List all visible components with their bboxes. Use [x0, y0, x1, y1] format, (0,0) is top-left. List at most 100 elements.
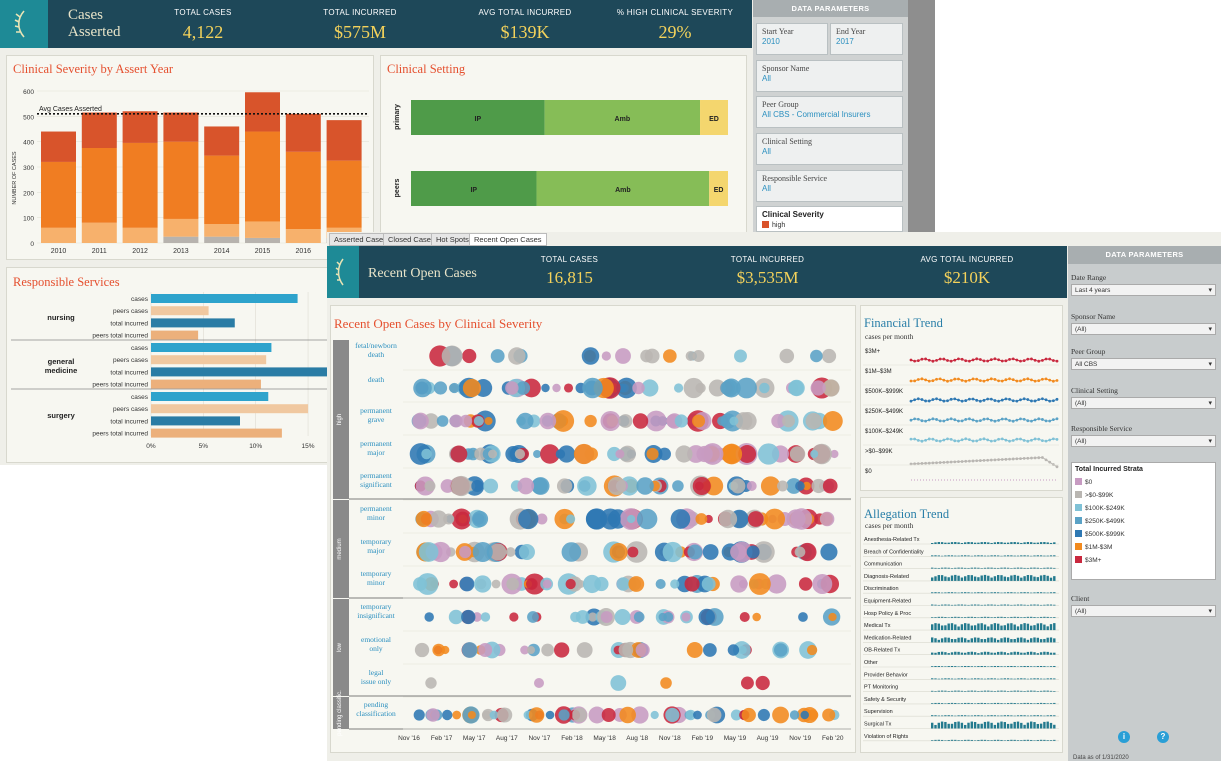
- allegation-bar: [954, 666, 957, 667]
- category-label: Medical Tx: [864, 623, 891, 629]
- case-bubble: [436, 415, 449, 427]
- legend-item[interactable]: $1M-$3M: [1075, 543, 1112, 551]
- responsible-service-filter[interactable]: Responsible Service All: [756, 170, 903, 202]
- allegation-bar: [987, 651, 990, 655]
- tab-hot-spots[interactable]: Hot Spots: [431, 233, 474, 246]
- case-bubble: [539, 412, 557, 430]
- allegation-bar: [1020, 652, 1023, 655]
- allegation-bar: [940, 739, 944, 741]
- allegation-bar: [973, 721, 977, 729]
- allegation-bar: [1043, 715, 1046, 717]
- case-bubble: [810, 449, 819, 459]
- allegation-bar: [960, 715, 964, 717]
- allegation-bar: [1053, 576, 1056, 581]
- case-bubble: [526, 578, 538, 590]
- filter-dropdown[interactable]: (All): [1071, 323, 1216, 335]
- responsible-service-filter[interactable]: Responsible Service (All): [1071, 424, 1216, 447]
- filter-dropdown[interactable]: (All): [1071, 397, 1216, 409]
- allegation-bar: [997, 739, 1000, 741]
- case-bubble: [673, 383, 684, 393]
- filter-dropdown[interactable]: (All): [1071, 605, 1216, 617]
- start-year-filter[interactable]: Start Year 2010: [756, 23, 828, 55]
- clinical-setting-filter[interactable]: Clinical Setting All: [756, 133, 903, 165]
- row-label: major: [367, 448, 385, 457]
- allegation-bar: [993, 567, 997, 569]
- y-tick-label: 400: [23, 140, 34, 147]
- category-label: Other: [864, 660, 878, 666]
- allegation-bar: [980, 715, 983, 717]
- allegation-bar: [1049, 715, 1053, 717]
- legend-item[interactable]: high: [762, 221, 785, 229]
- allegation-bar: [967, 623, 970, 631]
- allegation-bar: [1006, 723, 1010, 729]
- client-filter[interactable]: Client (All): [1071, 594, 1216, 617]
- allegation-bar: [1053, 623, 1056, 631]
- panel-title: Allegation Trend: [864, 507, 950, 521]
- legend-item[interactable]: $0: [1075, 478, 1092, 486]
- allegation-bar: [1013, 555, 1016, 557]
- case-bubble: [505, 381, 519, 395]
- allegation-bar: [1010, 678, 1013, 680]
- sponsor-filter[interactable]: Sponsor Name All: [756, 60, 903, 92]
- help-icon[interactable]: ?: [1157, 731, 1169, 743]
- allegation-bar: [954, 567, 957, 569]
- case-bubble: [588, 706, 606, 724]
- legend-item[interactable]: $3M+: [1075, 556, 1101, 564]
- allegation-bar: [1036, 703, 1039, 704]
- setting-bar-segment: [700, 100, 728, 135]
- panel-subtitle: cases per month: [865, 521, 914, 530]
- bar-segment: [326, 160, 362, 228]
- allegation-bar: [977, 592, 980, 594]
- allegation-bar: [1043, 555, 1046, 557]
- allegation-bar: [983, 604, 987, 606]
- legend-item[interactable]: $100K-$249K: [1075, 504, 1125, 512]
- allegation-bar: [970, 703, 973, 704]
- sponsor-filter[interactable]: Sponsor Name (All): [1071, 312, 1216, 335]
- y-tick-label: 600: [23, 89, 34, 96]
- date-range-filter[interactable]: Date Range Last 4 years: [1071, 273, 1216, 296]
- peer-group-filter[interactable]: Peer Group All CBS: [1071, 347, 1216, 370]
- end-year-filter[interactable]: End Year 2017: [830, 23, 903, 55]
- allegation-bar: [970, 651, 973, 655]
- case-bubble: [600, 611, 613, 623]
- bar-segment: [163, 218, 199, 237]
- allegation-bar: [1013, 542, 1016, 544]
- allegation-bar: [954, 739, 957, 741]
- panel-title: Clinical Setting: [387, 62, 466, 76]
- legend-item[interactable]: $250K-$499K: [1075, 517, 1125, 525]
- case-bubble: [698, 608, 715, 626]
- tab-recent-open-cases[interactable]: Recent Open Cases: [469, 233, 547, 246]
- group-label: low: [337, 642, 343, 652]
- case-bubble: [505, 547, 516, 557]
- allegation-bar: [977, 666, 980, 667]
- case-bubble: [811, 443, 833, 465]
- allegation-bar: [973, 715, 977, 717]
- filter-dropdown[interactable]: (All): [1071, 435, 1216, 447]
- panel-title: Responsible Services: [13, 275, 120, 289]
- filter-value: All: [762, 184, 771, 193]
- case-bubble: [635, 642, 650, 658]
- kpi-label: TOTAL INCURRED: [730, 255, 805, 264]
- clinical-setting-filter[interactable]: Clinical Setting (All): [1071, 386, 1216, 409]
- allegation-bar: [944, 592, 947, 594]
- filter-dropdown[interactable]: Last 4 years: [1071, 284, 1216, 296]
- filter-dropdown[interactable]: All CBS: [1071, 358, 1216, 370]
- case-bubble: [779, 348, 795, 364]
- x-tick-label: 2015: [255, 248, 271, 255]
- case-bubble: [618, 414, 633, 428]
- category-label: Safety & Security: [864, 697, 906, 703]
- case-bubble: [541, 643, 555, 657]
- legend-item[interactable]: >$0-$99K: [1075, 491, 1113, 499]
- allegation-bar: [950, 604, 954, 606]
- peer-group-filter[interactable]: Peer Group All CBS - Commercial Insurers: [756, 96, 903, 128]
- legend-item[interactable]: $500K-$999K: [1075, 530, 1125, 538]
- allegation-bar: [1033, 555, 1036, 557]
- allegation-bar: [954, 651, 957, 655]
- strata-label: $3M+: [865, 349, 881, 355]
- trend-line: [910, 378, 1058, 382]
- case-bubble: [545, 710, 555, 720]
- case-bubble: [655, 578, 666, 590]
- allegation-bar: [977, 617, 980, 618]
- allegation-bar: [957, 715, 960, 717]
- info-icon[interactable]: i: [1118, 731, 1130, 743]
